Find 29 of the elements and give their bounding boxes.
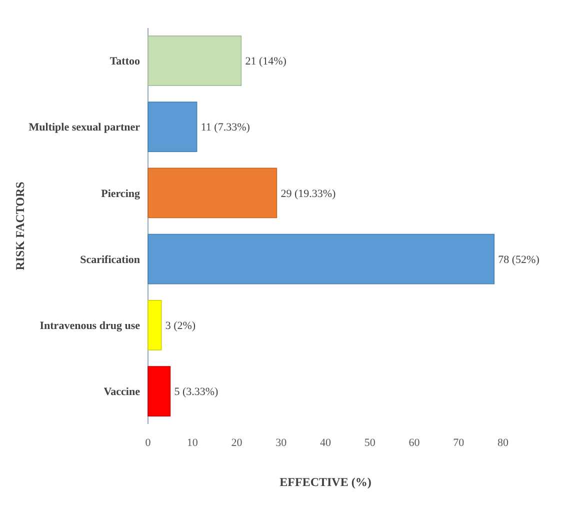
data-label: 11 (7.33%) bbox=[200, 122, 250, 134]
bar bbox=[148, 36, 242, 86]
bar bbox=[148, 168, 278, 218]
x-axis-title: EFFECTIVE (%) bbox=[280, 475, 372, 489]
data-label: 5 (3.33%) bbox=[174, 386, 219, 398]
bar bbox=[148, 366, 171, 416]
x-tick-label: 0 bbox=[145, 437, 152, 449]
y-axis-title: RISK FACTORS bbox=[13, 181, 27, 270]
data-label: 78 (52%) bbox=[498, 254, 540, 266]
x-tick-label: 40 bbox=[320, 437, 332, 449]
x-tick-label: 30 bbox=[276, 437, 288, 449]
data-label: 21 (14%) bbox=[245, 56, 287, 68]
y-tick-label: Intravenous drug use bbox=[40, 320, 140, 332]
x-tick-label: 50 bbox=[364, 437, 376, 449]
x-tick-label: 20 bbox=[231, 437, 243, 449]
x-tick-label: 80 bbox=[498, 437, 509, 449]
x-tick-label: 60 bbox=[408, 437, 420, 449]
y-tick-label: Vaccine bbox=[104, 386, 140, 398]
bar bbox=[148, 300, 162, 350]
y-tick-label: Multiple sexual partner bbox=[28, 122, 140, 134]
bar bbox=[148, 234, 495, 284]
data-label: 29 (19.33%) bbox=[280, 188, 336, 200]
data-label: 3 (2%) bbox=[165, 320, 196, 332]
bar bbox=[148, 102, 198, 152]
x-tick-label: 10 bbox=[186, 437, 198, 449]
y-tick-label: Tattoo bbox=[110, 56, 140, 68]
x-tick-label: 70 bbox=[453, 437, 465, 449]
y-tick-label: Piercing bbox=[101, 188, 140, 200]
y-tick-label: Scarification bbox=[80, 254, 140, 266]
